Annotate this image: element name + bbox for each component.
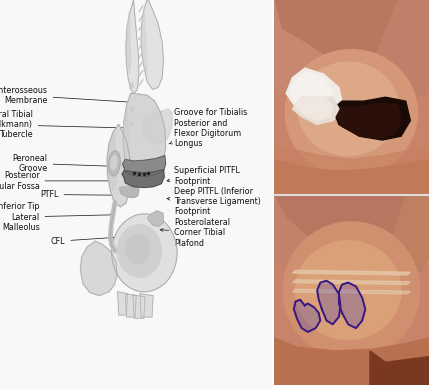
Ellipse shape: [111, 155, 117, 170]
Polygon shape: [274, 159, 429, 194]
Ellipse shape: [125, 234, 150, 264]
Text: Posterolateral Tibial
(Volkmann)
Tubercle: Posterolateral Tibial (Volkmann) Tubercl…: [0, 110, 139, 139]
Text: Posterolateral
Corner Tibial
Plafond: Posterolateral Corner Tibial Plafond: [160, 218, 230, 247]
Text: PTFL: PTFL: [40, 190, 120, 199]
Ellipse shape: [112, 214, 177, 292]
Polygon shape: [274, 0, 336, 101]
Ellipse shape: [109, 151, 120, 176]
Ellipse shape: [298, 62, 399, 156]
Text: Posterior
Fibular Fossa: Posterior Fibular Fossa: [0, 171, 119, 191]
Text: Deep PITFL (Inferior
Transverse Ligament)
Footprint: Deep PITFL (Inferior Transverse Ligament…: [167, 187, 261, 216]
Text: CFL: CFL: [51, 237, 114, 246]
Polygon shape: [124, 105, 131, 173]
Polygon shape: [148, 211, 163, 226]
Polygon shape: [289, 72, 333, 113]
Polygon shape: [274, 195, 429, 267]
Polygon shape: [142, 109, 172, 145]
Text: Groove for Tibialis
Posterior and
Flexor Digitorum
Longus: Groove for Tibialis Posterior and Flexor…: [169, 108, 248, 149]
Polygon shape: [274, 338, 429, 385]
Text: Inferior Tip
Lateral
Malleolus: Inferior Tip Lateral Malleolus: [0, 202, 114, 232]
Polygon shape: [292, 289, 411, 294]
Polygon shape: [141, 0, 163, 89]
Ellipse shape: [285, 49, 417, 176]
Polygon shape: [80, 241, 117, 296]
Polygon shape: [123, 156, 166, 177]
Text: Peroneal
Groove: Peroneal Groove: [13, 154, 116, 173]
Polygon shape: [107, 124, 131, 207]
Polygon shape: [292, 97, 339, 124]
Polygon shape: [294, 300, 320, 332]
Polygon shape: [292, 270, 411, 275]
Text: Interosseous
Membrane: Interosseous Membrane: [0, 86, 142, 105]
Polygon shape: [274, 146, 429, 194]
Ellipse shape: [283, 222, 420, 359]
Polygon shape: [274, 0, 429, 93]
Polygon shape: [370, 351, 429, 385]
Polygon shape: [119, 185, 139, 198]
Polygon shape: [382, 195, 429, 275]
Polygon shape: [333, 97, 411, 140]
Text: Superficial PITFL
Footprint: Superficial PITFL Footprint: [167, 166, 240, 186]
Polygon shape: [142, 10, 147, 78]
Polygon shape: [317, 281, 341, 324]
Polygon shape: [123, 93, 166, 179]
Ellipse shape: [131, 107, 133, 111]
Polygon shape: [274, 195, 320, 275]
Polygon shape: [122, 170, 164, 187]
Ellipse shape: [296, 241, 401, 340]
Ellipse shape: [131, 122, 133, 127]
Polygon shape: [367, 0, 429, 101]
Ellipse shape: [131, 83, 133, 88]
Polygon shape: [296, 97, 333, 121]
Polygon shape: [118, 292, 127, 315]
Polygon shape: [286, 68, 344, 121]
Polygon shape: [108, 132, 117, 191]
FancyBboxPatch shape: [274, 195, 429, 385]
Polygon shape: [339, 282, 366, 328]
Polygon shape: [127, 12, 131, 74]
Polygon shape: [125, 294, 136, 317]
Ellipse shape: [118, 225, 161, 277]
Polygon shape: [133, 295, 145, 318]
Polygon shape: [140, 294, 153, 317]
Polygon shape: [336, 103, 401, 138]
Polygon shape: [292, 280, 411, 284]
FancyBboxPatch shape: [274, 0, 429, 194]
Polygon shape: [126, 0, 139, 93]
FancyBboxPatch shape: [0, 0, 272, 389]
